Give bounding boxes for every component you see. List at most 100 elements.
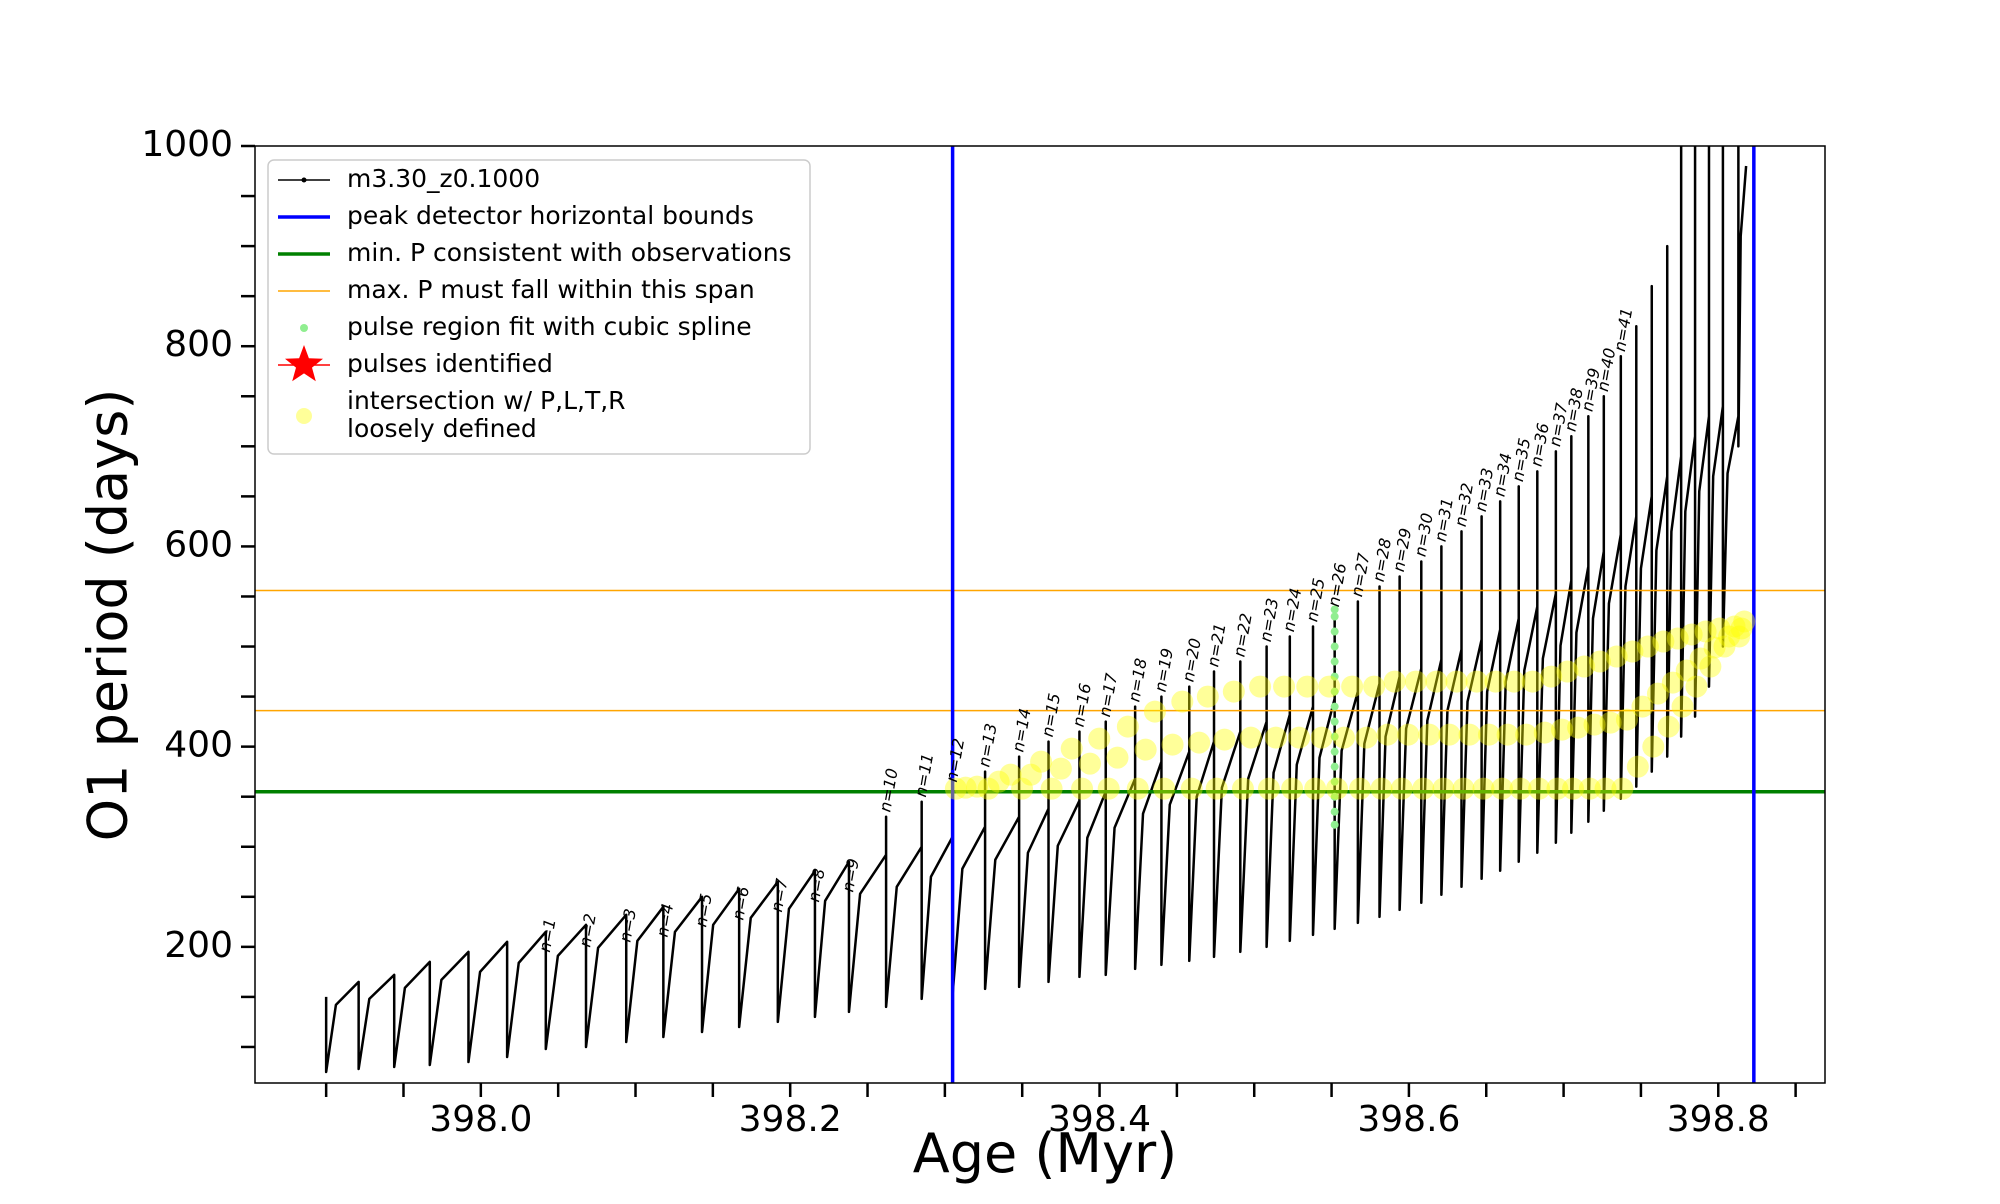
scatter-point xyxy=(1708,617,1731,640)
scatter-point xyxy=(1078,752,1101,775)
scatter-point xyxy=(1573,655,1596,678)
scatter-point xyxy=(1540,665,1563,688)
scatter-point xyxy=(1611,777,1634,800)
scatter-point xyxy=(1515,723,1538,746)
scatter-point xyxy=(1562,777,1585,800)
scatter-point xyxy=(1626,755,1649,778)
scatter-point xyxy=(1180,777,1203,800)
scatter-point xyxy=(1349,777,1372,800)
scatter-point xyxy=(1116,715,1139,738)
scatter-point xyxy=(1049,757,1072,780)
legend-label-line: pulse region fit with cubic spline xyxy=(347,312,752,341)
scatter-point xyxy=(1652,630,1675,653)
scatter-point xyxy=(1484,670,1507,693)
y-tick-label: 800 xyxy=(164,324,233,365)
scatter-point xyxy=(1578,777,1601,800)
legend-label: pulses identified xyxy=(347,349,553,378)
scatter-point xyxy=(1325,777,1348,800)
scatter-point xyxy=(1452,777,1475,800)
scatter-point xyxy=(1694,620,1717,643)
scatter-point xyxy=(1588,650,1611,673)
legend-label: m3.30_z0.1000 xyxy=(347,164,540,193)
scatter-point xyxy=(1153,777,1176,800)
scatter-point xyxy=(1330,702,1339,711)
scatter-point xyxy=(1521,670,1544,693)
scatter-point xyxy=(1383,670,1406,693)
scatter-point xyxy=(966,775,989,798)
scatter-point xyxy=(1491,777,1514,800)
scatter-point xyxy=(944,777,967,800)
legend-label-line: m3.30_z0.1000 xyxy=(347,164,540,193)
scatter-point xyxy=(1397,723,1420,746)
y-axis-label: O1 period (days) xyxy=(77,389,140,842)
scatter-point xyxy=(1733,610,1756,633)
x-axis-label: Age (Myr) xyxy=(913,1122,1178,1185)
scatter-point xyxy=(1040,777,1063,800)
scatter-point xyxy=(1465,670,1488,693)
scatter-point xyxy=(1636,635,1659,658)
scatter-point xyxy=(1685,675,1708,698)
legend-label-line: loosely defined xyxy=(347,414,537,443)
scatter-point xyxy=(1330,657,1339,666)
scatter-point xyxy=(1503,670,1526,693)
scatter-point xyxy=(1671,695,1694,718)
scatter-point xyxy=(1330,732,1339,741)
scatter-point xyxy=(1318,675,1341,698)
legend-label-line: intersection w/ P,L,T,R xyxy=(347,386,626,415)
legend-label: min. P consistent with observations xyxy=(347,238,792,267)
scatter-point xyxy=(1249,675,1272,698)
scatter-point xyxy=(1171,690,1194,713)
scatter-point xyxy=(987,770,1010,793)
scatter-point xyxy=(1546,777,1569,800)
scatter-point xyxy=(1330,762,1339,771)
x-tick-label: 398.4 xyxy=(1048,1099,1151,1140)
scatter-point xyxy=(1330,627,1339,636)
scatter-point xyxy=(1288,726,1311,749)
scatter-point xyxy=(1605,645,1628,668)
scatter-point xyxy=(1621,640,1644,663)
scatter-point xyxy=(1134,738,1157,761)
scatter-point xyxy=(1583,713,1606,736)
legend-label-line: pulses identified xyxy=(347,349,553,378)
scatter-point xyxy=(1011,777,1034,800)
legend-label: pulse region fit with cubic spline xyxy=(347,312,752,341)
series-line xyxy=(324,146,1748,1074)
legend-handle xyxy=(285,345,323,382)
legend-handle xyxy=(296,408,312,424)
scatter-point xyxy=(1330,792,1339,801)
scatter-point xyxy=(1330,642,1339,651)
scatter-point xyxy=(1404,670,1427,693)
legend-label-line: peak detector horizontal bounds xyxy=(347,201,754,230)
axes: 398.0 398.2 398.4 398.6 398.8 200 400 600 800 100… xyxy=(141,124,1797,1140)
scatter-point xyxy=(1296,675,1319,698)
scatter-point xyxy=(1143,700,1166,723)
scatter-point xyxy=(1496,723,1519,746)
scatter-point xyxy=(954,776,977,799)
scatter-point xyxy=(1472,777,1495,800)
scatter-point xyxy=(1060,737,1083,760)
scatter-point xyxy=(1330,687,1339,696)
scatter-point xyxy=(1281,777,1304,800)
scatter-point xyxy=(1310,726,1333,749)
scatter-point xyxy=(1703,636,1726,659)
scatter-point xyxy=(1718,625,1741,648)
scatter-point xyxy=(1188,731,1211,754)
scatter-point xyxy=(1680,623,1703,646)
scatter-point xyxy=(1528,777,1551,800)
scatter-point xyxy=(1330,807,1339,816)
scatter-point xyxy=(1106,746,1129,769)
scatter-point xyxy=(1390,777,1413,800)
scatter-point xyxy=(1071,777,1094,800)
scatter-point xyxy=(1355,726,1378,749)
scatter-point xyxy=(1458,723,1481,746)
scatter-point xyxy=(1425,670,1448,693)
scatter-point xyxy=(1675,659,1698,682)
scatter-point xyxy=(1332,726,1355,749)
scatter-point xyxy=(1438,723,1461,746)
legend-label: intersection w/ P,L,T,R loosely defined xyxy=(347,386,626,443)
scatter-point xyxy=(1594,777,1617,800)
scatter-point xyxy=(1412,777,1435,800)
